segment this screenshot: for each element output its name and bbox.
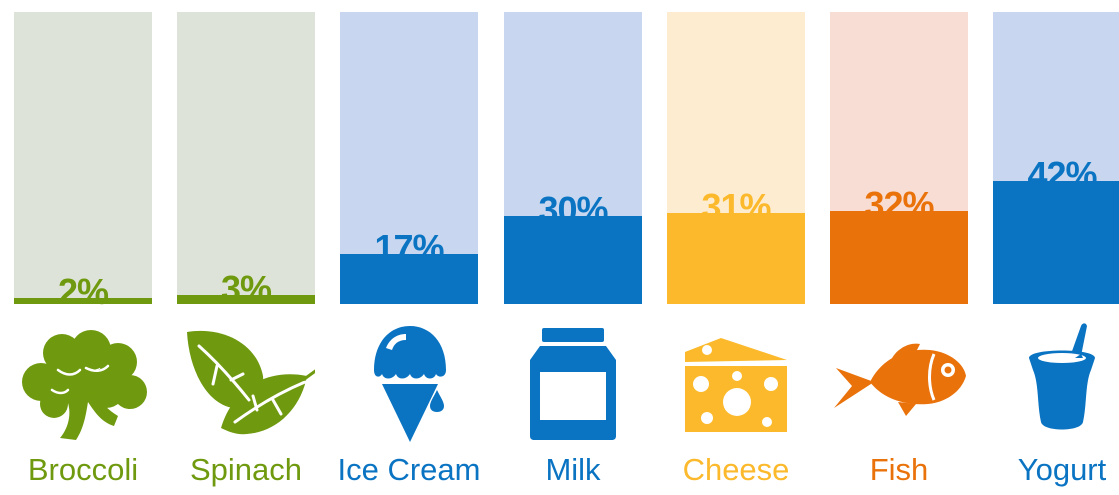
category-label: Spinach [189, 452, 303, 487]
value-label: 30% [538, 189, 608, 230]
category-label: Ice Cream [337, 452, 481, 487]
ice-cream-icon [340, 318, 478, 444]
column-cheese: 31% Cheese [667, 0, 805, 495]
column-fish: 32% Fish [830, 0, 968, 495]
milk-carton-icon [504, 318, 642, 444]
yogurt-icon [993, 318, 1119, 444]
bar-spinach [177, 295, 315, 304]
broccoli-icon [14, 318, 152, 444]
bar-ice-cream [340, 254, 478, 304]
value-label: 31% [701, 186, 771, 227]
value-label: 32% [864, 184, 934, 225]
category-label: Broccoli [27, 452, 139, 487]
value-label: 2% [57, 271, 109, 312]
category-label: Yogurt [1017, 452, 1107, 487]
column-spinach: 3% Spinach [177, 0, 315, 495]
category-label: Milk [545, 452, 601, 487]
bar-background [14, 12, 152, 304]
bar-yogurt [993, 181, 1119, 304]
column-broccoli: 2% B [14, 0, 152, 495]
value-label: 42% [1027, 154, 1097, 195]
column-milk: 30% Milk [504, 0, 642, 495]
value-label: 17% [374, 227, 444, 268]
cheese-icon [667, 318, 805, 444]
value-label: 3% [220, 268, 272, 309]
bar-cheese [667, 213, 805, 304]
column-yogurt: 42% Yogurt [993, 0, 1119, 495]
bar-milk [504, 216, 642, 304]
bar-broccoli [14, 298, 152, 304]
spinach-leaf-icon [177, 318, 315, 444]
category-label: Cheese [682, 452, 790, 487]
column-ice-cream: 17% Ice Cream [338, 0, 480, 495]
bar-background [177, 12, 315, 304]
category-label: Fish [869, 452, 929, 487]
fish-icon [830, 318, 968, 444]
bar-fish [830, 211, 968, 304]
